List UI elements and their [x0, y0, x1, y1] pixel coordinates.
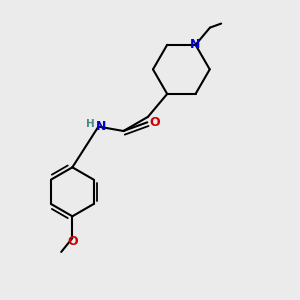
Text: O: O: [149, 116, 160, 129]
Text: N: N: [190, 38, 201, 51]
Text: H: H: [86, 119, 94, 129]
Text: O: O: [67, 235, 78, 248]
Text: N: N: [96, 120, 106, 133]
